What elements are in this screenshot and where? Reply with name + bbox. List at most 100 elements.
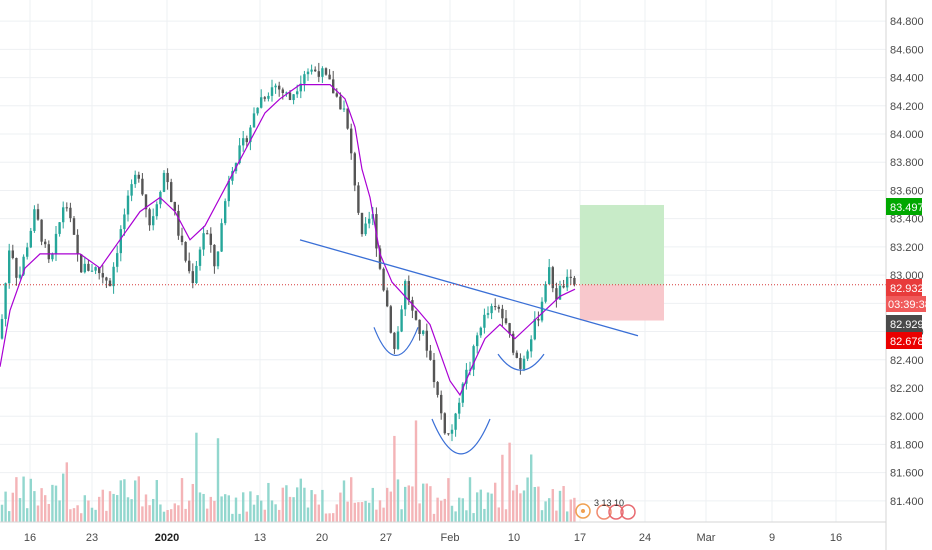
candle-body (198, 249, 202, 266)
volume-bar (422, 483, 425, 522)
volume-bar (177, 505, 180, 522)
candle-body (353, 153, 356, 186)
volume-bar (191, 483, 194, 522)
candle-body (465, 369, 468, 384)
y-tick-label: 84.400 (890, 73, 924, 85)
candle-body (191, 271, 194, 284)
volume-bar (72, 508, 76, 522)
volume-bar (224, 494, 227, 522)
volume-bar (378, 500, 382, 522)
volume-bar (522, 490, 526, 522)
volume-bar (393, 435, 396, 522)
volume-bar (33, 491, 36, 522)
volume-bars (0, 420, 576, 522)
volume-bar (537, 486, 540, 522)
drawn-arc[interactable] (497, 353, 545, 371)
candle-body (537, 318, 540, 321)
event-marker-icon[interactable] (575, 503, 591, 519)
volume-bar (400, 509, 403, 522)
candle-body (562, 285, 565, 288)
candle-body (396, 331, 400, 349)
candle-body (98, 267, 101, 274)
y-tick-label: 81.400 (890, 496, 924, 508)
take-profit-zone[interactable] (580, 204, 664, 285)
volume-bar (36, 505, 40, 522)
volume-bar (58, 500, 61, 522)
volume-bar (29, 478, 32, 522)
event-marker-icon[interactable] (620, 504, 636, 520)
candle-body (119, 229, 122, 254)
candle-body (36, 209, 40, 220)
candle-body (58, 222, 61, 234)
volume-bar (299, 478, 302, 522)
drawn-arc[interactable] (431, 418, 491, 455)
volume-bar (198, 492, 202, 522)
candle-body (47, 244, 50, 260)
trendline[interactable] (299, 239, 639, 337)
candle-body (11, 250, 14, 259)
volume-bar (18, 498, 22, 522)
volume-bar (346, 501, 349, 522)
volume-bar (429, 486, 432, 522)
candlestick-series (0, 62, 576, 442)
moving-average-line (0, 83, 576, 397)
candle-body (432, 359, 436, 383)
volume-bar (404, 486, 407, 522)
event-markers[interactable]: 3 13 10 (575, 498, 636, 520)
volume-bar (173, 503, 176, 522)
candle-body (296, 91, 299, 95)
volume-bar (234, 497, 238, 522)
y-tick-label: 82.000 (890, 411, 924, 423)
x-axis-ticks[interactable]: 16 23 2020 13 20 27 Feb 10 17 24 Mar 9 16 (24, 532, 842, 544)
candle-body (116, 253, 119, 267)
volume-bar (321, 489, 324, 522)
candle-body (540, 301, 544, 321)
countdown-label: 03:39:38 (886, 296, 931, 312)
volume-bar (87, 500, 90, 522)
volume-bar (119, 480, 122, 522)
event-marker-icon[interactable] (596, 504, 612, 520)
y-axis-ticks[interactable]: 84.800 84.600 84.400 84.200 84.000 83.800 83.6… (890, 16, 924, 508)
event-marker-dot (581, 509, 585, 513)
volume-bar (494, 482, 497, 522)
candle-body (108, 280, 112, 287)
candle-body (454, 413, 457, 430)
volume-bar (263, 509, 266, 522)
event-marker-icon[interactable] (608, 504, 624, 520)
volume-bar (148, 505, 151, 522)
volume-bar (98, 496, 101, 522)
volume-bar (540, 510, 544, 522)
x-tick-label: 23 (86, 532, 98, 544)
volume-bar (40, 488, 43, 522)
volume-bar (80, 513, 83, 522)
candle-body (220, 223, 223, 252)
candle-body (321, 68, 324, 77)
bid-price-label-text: 82.929 (890, 319, 924, 331)
stop-loss-zone[interactable] (580, 284, 664, 321)
volume-bar (137, 476, 140, 522)
volume-bar (252, 504, 256, 522)
bid-price-label-bg (886, 315, 922, 332)
candle-body (101, 273, 104, 278)
candle-body (429, 350, 432, 360)
candle-body (450, 429, 454, 434)
drawn-arc[interactable] (373, 327, 419, 357)
candle-body (90, 270, 94, 272)
volume-bar (123, 479, 126, 522)
y-tick-label: 84.200 (890, 101, 924, 113)
volume-bar (51, 484, 54, 522)
volume-bar (468, 477, 472, 522)
volume-bar (490, 493, 493, 522)
volume-bar (508, 442, 511, 522)
candle-body (303, 74, 306, 84)
volume-bar (335, 504, 338, 522)
volume-bar (155, 480, 158, 522)
candle-body (209, 233, 212, 245)
candle-body (18, 274, 22, 278)
candle-body (130, 184, 133, 196)
volume-bar (108, 491, 112, 522)
candle-body (360, 212, 364, 235)
candle-body (180, 235, 184, 242)
candle-body (256, 107, 259, 114)
